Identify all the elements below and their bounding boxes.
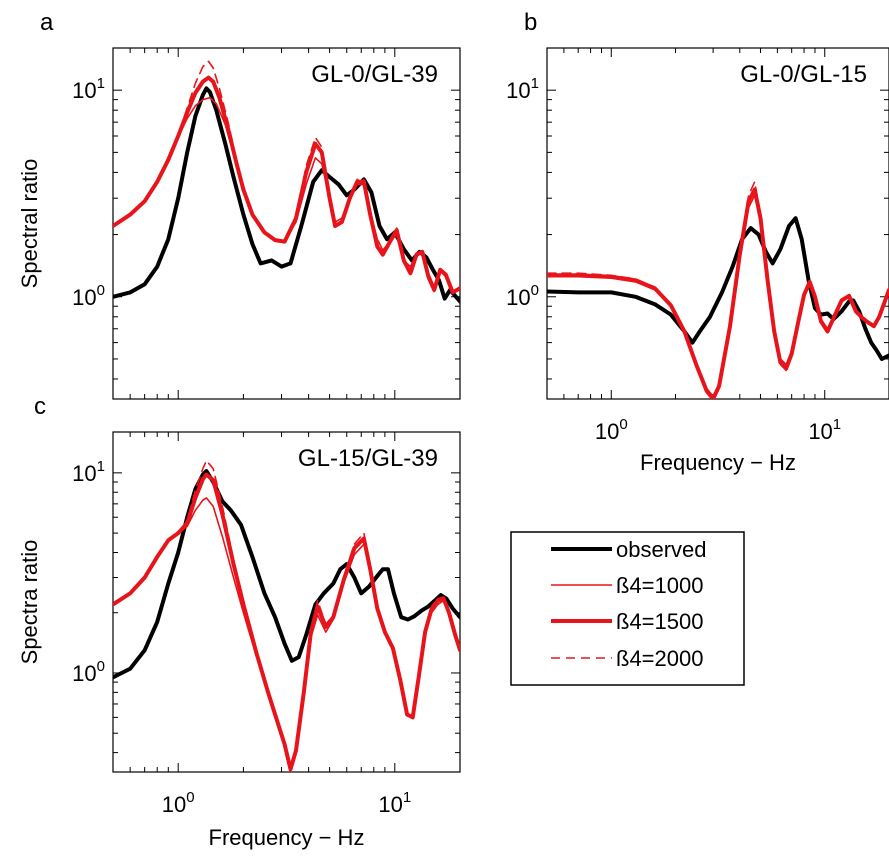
series-line-observed [113, 469, 460, 680]
panel-title: GL-0/GL-15 [740, 61, 867, 88]
legend-label-b1500: ß4=1500 [616, 609, 703, 634]
panel-label-a: a [40, 9, 54, 36]
y-tick-label: 100 [72, 658, 105, 686]
tick-marks [546, 48, 889, 399]
legend-label-b1000: ß4=1000 [616, 573, 703, 598]
x-tick-label: 101 [808, 416, 841, 444]
tick-marks [112, 48, 461, 399]
tick-marks [112, 432, 461, 772]
panel-label-b: b [524, 9, 537, 36]
legend-label-observed: observed [616, 537, 707, 562]
legend-box [510, 531, 745, 686]
legend-label-b2000: ß4=2000 [616, 646, 703, 671]
series-line--4-2000 [113, 60, 460, 294]
series-line--4-1000 [547, 194, 889, 397]
x-axis-label: Frequency − Hz [209, 825, 365, 850]
axes-frame [112, 431, 461, 773]
x-tick-label: 100 [595, 416, 628, 444]
y-tick-label: 101 [72, 458, 105, 486]
series-line--4-1500 [113, 472, 460, 772]
panel-title: GL-0/GL-39 [311, 61, 438, 88]
x-tick-label: 100 [162, 789, 195, 817]
y-axis-label: Spectral ratio [17, 159, 42, 289]
x-tick-label: 101 [378, 789, 411, 817]
x-axis-label: Frequency − Hz [640, 450, 796, 475]
axes-frame [546, 47, 889, 400]
chart-panel-c: 100 101 100 101 GL-15/GL-39 Spectra ratio Freq… [17, 431, 461, 850]
series-line--4-1000 [113, 497, 460, 768]
y-tick-label: 101 [72, 75, 105, 103]
y-tick-label: 101 [506, 75, 539, 103]
y-tick-label: 100 [506, 282, 539, 310]
series-line-observed [547, 216, 889, 361]
chart-panel-a: 100 101 GL-0/GL-39 Spectral ratio [17, 47, 461, 400]
series-line--4-2000 [547, 181, 889, 399]
panel-title: GL-15/GL-39 [298, 445, 438, 472]
panel-label-c: c [34, 393, 46, 420]
legend: observed ß4=1000 ß4=1500 ß4=2000 [510, 531, 745, 686]
axes-frame [112, 47, 461, 400]
y-axis-label: Spectra ratio [17, 540, 42, 665]
chart-panel-b: 100 101 100 101 GL-0/GL-15 Frequency − Hz [506, 47, 889, 475]
y-tick-label: 100 [72, 282, 105, 310]
series-line--4-2000 [113, 459, 460, 771]
series-line--4-1500 [113, 75, 460, 295]
